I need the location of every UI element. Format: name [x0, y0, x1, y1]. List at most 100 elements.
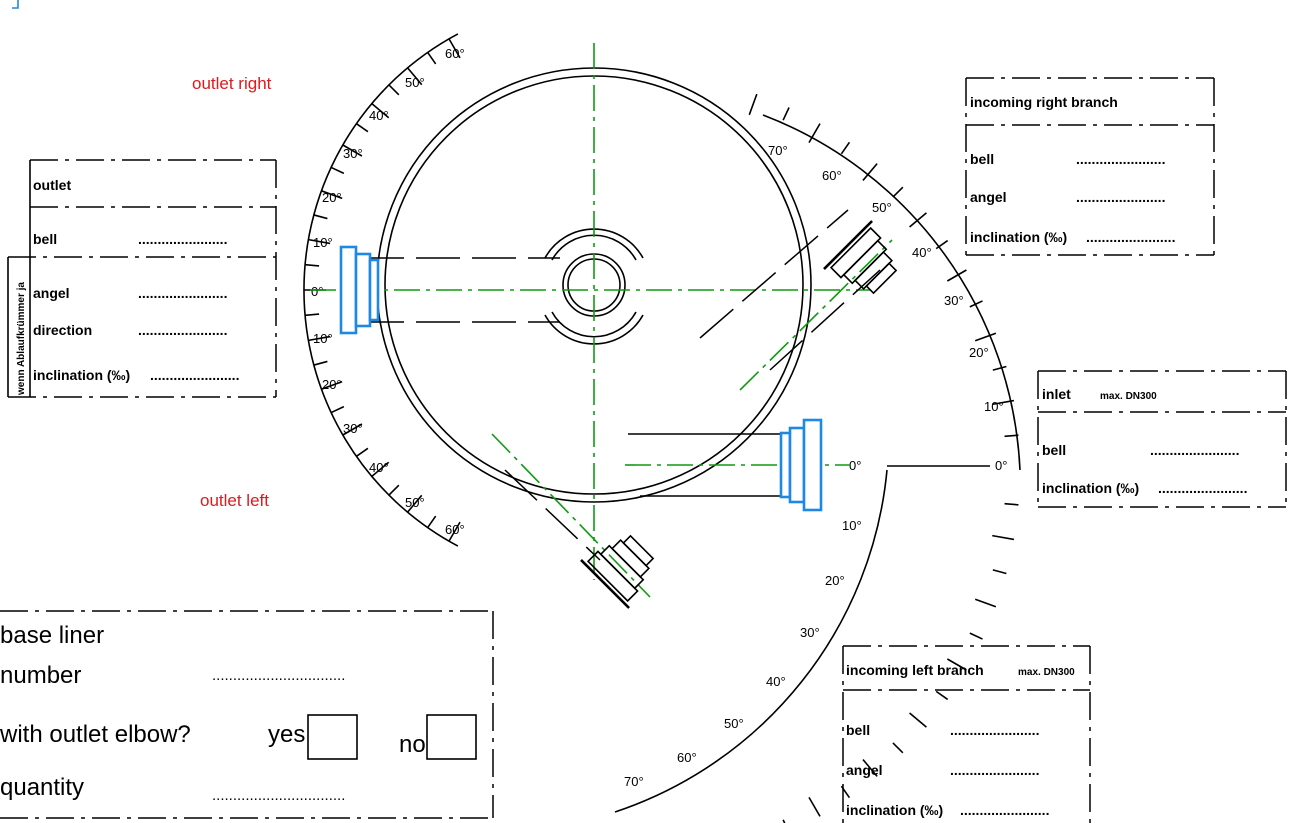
right-protractor-tick — [782, 107, 790, 121]
outlet-box: outlet bell ....................... ange… — [7, 159, 277, 398]
outlet-spigot — [354, 252, 372, 328]
outlet-spigot-end — [368, 258, 380, 322]
right-branch-box: incoming right branch bell .............… — [965, 77, 1215, 256]
outlet-elbow-label: with outlet elbow? — [0, 721, 191, 748]
inlet-bell — [802, 418, 823, 512]
right-protractor-tick — [892, 742, 904, 754]
right-protractor-tick — [808, 796, 821, 817]
right-protractor-tick — [974, 332, 997, 342]
branch-bell-edge — [823, 220, 873, 270]
right-branch-centerline — [739, 239, 893, 391]
inlet-pipe — [628, 418, 823, 512]
left-branch-inclination-label: inclination (‰) — [846, 802, 943, 818]
right-protractor-tick — [992, 399, 1015, 406]
left-protractor-tick — [448, 38, 461, 59]
left-protractor-tick — [388, 484, 400, 496]
outlet-title: outlet — [33, 177, 71, 193]
branch-pipe-hidden — [504, 469, 601, 561]
outlet-angel-field[interactable]: ....................... — [138, 285, 227, 301]
quantity-field[interactable]: ................................ — [212, 787, 345, 804]
outlet-bell — [339, 245, 358, 335]
right-branch-bell-field[interactable]: ....................... — [1076, 151, 1165, 167]
left-branch-box: incoming left branch max. DN300 bell ...… — [842, 645, 1091, 823]
outlet-direction-field[interactable]: ....................... — [138, 322, 227, 338]
left-protractor-tick — [330, 405, 345, 414]
inlet-inclination-field[interactable]: ....................... — [1158, 480, 1247, 496]
outlet-right-label: outlet right — [192, 74, 272, 93]
right-branch-angel-field[interactable]: ....................... — [1076, 189, 1165, 205]
centerlines — [310, 43, 893, 598]
left-protractor-tick — [371, 102, 390, 119]
right-protractor-tick — [992, 534, 1015, 541]
left-tick-label: 60° — [445, 46, 465, 61]
right-tick-label: 10° — [842, 518, 862, 533]
outlet-bell-label: bell — [33, 231, 57, 247]
outlet-inclination-field[interactable]: ....................... — [150, 367, 239, 383]
right-tick-label: 40° — [766, 674, 786, 689]
branch-bell-edge — [580, 559, 630, 609]
left-protractor-tick — [330, 166, 345, 175]
right-protractor-tick — [840, 141, 851, 155]
inlet-bell-field[interactable]: ....................... — [1150, 442, 1239, 458]
left-tick-label: 10° — [313, 331, 333, 346]
branch-ring — [865, 262, 898, 295]
right-tick-label: 30° — [944, 293, 964, 308]
right-branch-angel-label: angel — [970, 189, 1007, 205]
left-protractor-tick — [427, 51, 437, 65]
left-branch-angel-field[interactable]: ....................... — [950, 762, 1039, 778]
right-protractor-tick — [992, 569, 1007, 575]
left-protractor-tick — [305, 313, 320, 317]
left-protractor-tick — [406, 67, 423, 86]
right-protractor-tick — [946, 269, 967, 282]
left-branch-title: incoming left branch — [846, 662, 984, 678]
left-protractor-tick — [308, 335, 331, 342]
right-tick-label: 60° — [677, 750, 697, 765]
outlet-direction-label: direction — [33, 322, 92, 338]
right-tick-label: 50° — [872, 200, 892, 215]
yes-checkbox[interactable] — [307, 714, 358, 760]
outlet-bell-field[interactable]: ....................... — [138, 231, 227, 247]
number-field[interactable]: ................................ — [212, 667, 345, 684]
branch-pipe-hidden — [769, 269, 881, 371]
no-checkbox[interactable] — [426, 714, 477, 760]
left-protractor-tick — [355, 123, 369, 133]
left-protractor-tick — [448, 521, 461, 542]
left-protractor-tick — [371, 461, 390, 478]
right-tick-label: 20° — [969, 345, 989, 360]
right-branch-inclination-field[interactable]: ....................... — [1086, 229, 1175, 245]
base-liner-box: base liner number ......................… — [0, 610, 494, 819]
yes-label: yes — [268, 721, 305, 748]
left-tick-label: 50° — [405, 495, 425, 510]
right-tick-label: 30° — [800, 625, 820, 640]
right-protractor-tick — [974, 598, 997, 608]
right-tick-label: 60° — [822, 168, 842, 183]
left-protractor-tick — [313, 360, 328, 366]
left-protractor-tick — [388, 84, 400, 96]
left-branch-max-note: max. DN300 — [1018, 667, 1075, 678]
left-branch-angel-label: angel — [846, 762, 883, 778]
left-protractor-tick — [305, 263, 320, 267]
outlet-inclination-label: inclination (‰) — [33, 367, 130, 383]
left-tick-label: 50° — [405, 75, 425, 90]
quantity-label: quantity — [0, 774, 84, 801]
inlet-max-note: max. DN300 — [1100, 391, 1157, 402]
right-protractor-tick — [808, 123, 821, 144]
right-protractor-tick — [862, 163, 878, 181]
right-tick-label: 40° — [912, 245, 932, 260]
left-protractor-tick — [406, 494, 423, 513]
left-protractor: 60° 50° 40° 30° 20° 10° 0° 10° 20° 30° 4… — [303, 33, 465, 547]
left-protractor-tick — [427, 515, 437, 529]
left-tick-label: 30° — [343, 146, 363, 161]
number-label: number — [0, 662, 81, 689]
left-branch-bell-field[interactable]: ....................... — [950, 722, 1039, 738]
right-protractor-tick — [782, 819, 786, 823]
right-protractor-tick — [748, 93, 758, 116]
inlet-bell-label: bell — [1042, 442, 1066, 458]
right-protractor-tick — [946, 658, 967, 671]
left-tick-label: 0° — [311, 284, 323, 299]
left-branch-inclination-field[interactable]: ....................... — [960, 802, 1049, 818]
left-protractor-tick — [342, 144, 363, 157]
left-tick-label: 60° — [445, 522, 465, 537]
right-protractor-tick — [862, 759, 878, 777]
